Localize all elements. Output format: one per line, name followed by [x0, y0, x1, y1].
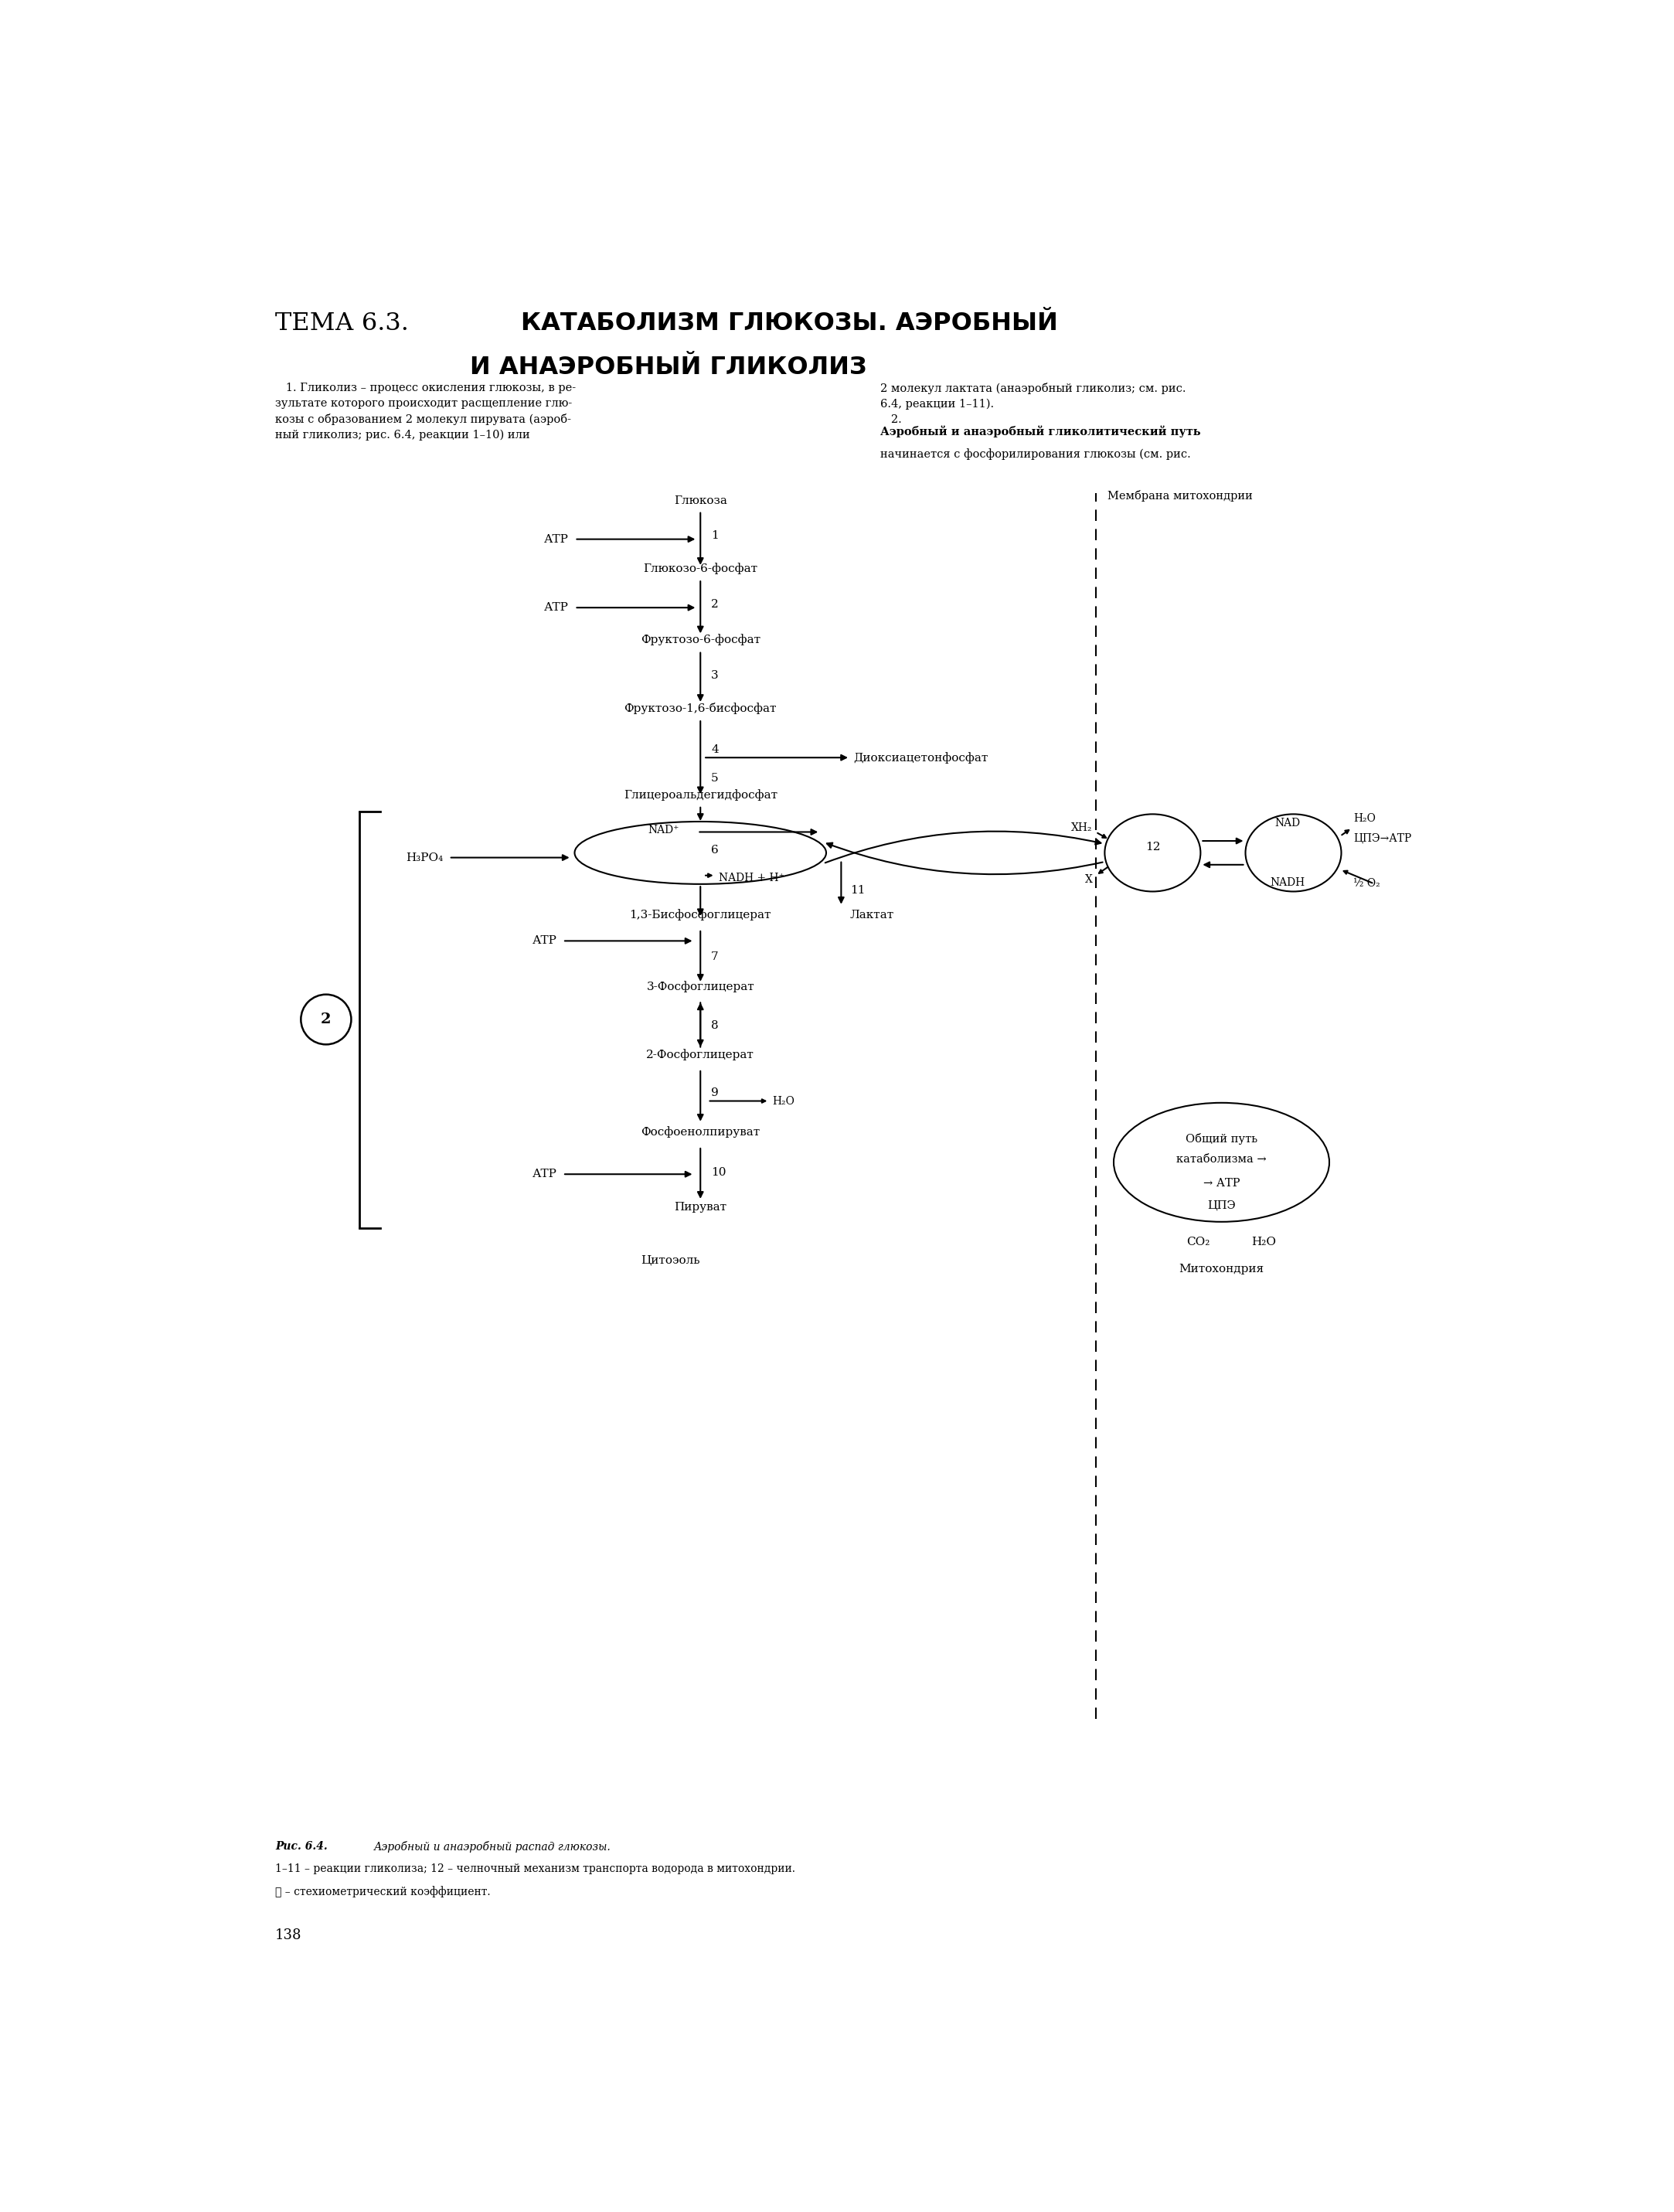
Text: H₂O: H₂O — [772, 1095, 795, 1106]
Text: 2 молекул лактата (анаэробный гликолиз; см. рис.
6.4, реакции 1–11).
   2.: 2 молекул лактата (анаэробный гликолиз; … — [881, 383, 1185, 425]
Text: Лактат: Лактат — [850, 909, 894, 920]
Text: Мембрана митохондрии: Мембрана митохондрии — [1108, 489, 1252, 502]
Text: → АТР: → АТР — [1204, 1177, 1240, 1188]
Text: ЦПЭ→АТР: ЦПЭ→АТР — [1353, 832, 1411, 843]
Text: 11: 11 — [850, 885, 865, 896]
Text: NAD: NAD — [1274, 818, 1301, 830]
Text: Фруктозо-1,6-бисфосфат: Фруктозо-1,6-бисфосфат — [624, 703, 777, 714]
Text: H₂O: H₂O — [1252, 1237, 1276, 1248]
Text: АТР: АТР — [532, 1168, 557, 1179]
Text: 3-Фосфоглицерат: 3-Фосфоглицерат — [646, 980, 755, 993]
Text: 6: 6 — [711, 845, 718, 856]
Text: Пируват: Пируват — [675, 1201, 727, 1212]
Text: Аэробный и анаэробный распад глюкозы.: Аэробный и анаэробный распад глюкозы. — [373, 1840, 611, 1851]
Text: начинается с фосфорилирования глюкозы (см. рис.: начинается с фосфорилирования глюкозы (с… — [881, 449, 1190, 460]
Text: АТР: АТР — [544, 533, 569, 544]
Text: 10: 10 — [711, 1168, 727, 1177]
Text: 5: 5 — [711, 772, 718, 783]
Text: Глюкоза: Глюкоза — [673, 495, 727, 507]
Text: Аэробный и анаэробный гликолитический путь: Аэробный и анаэробный гликолитический пу… — [881, 425, 1200, 438]
Text: NAD⁺: NAD⁺ — [648, 825, 680, 836]
Text: 138: 138 — [275, 1929, 301, 1942]
Text: 1. Гликолиз – процесс окисления глюкозы, в ре-
зультате которого происходит расщ: 1. Гликолиз – процесс окисления глюкозы,… — [275, 383, 576, 440]
Text: 4: 4 — [711, 745, 718, 754]
Text: ② – стехиометрический коэффициент.: ② – стехиометрический коэффициент. — [275, 1887, 490, 1898]
Text: 2: 2 — [711, 599, 718, 611]
Text: Рис. 6.4.: Рис. 6.4. — [275, 1840, 328, 1851]
Text: КАТАБОЛИЗМ ГЛЮКОЗЫ. АЭРОБНЫЙ: КАТАБОЛИЗМ ГЛЮКОЗЫ. АЭРОБНЫЙ — [521, 312, 1058, 336]
Text: NADH + H⁺: NADH + H⁺ — [718, 872, 783, 883]
Text: 12: 12 — [1145, 841, 1160, 852]
Text: Глицероальдегидфосфат: Глицероальдегидфосфат — [623, 790, 777, 801]
Text: XH₂: XH₂ — [1071, 823, 1093, 834]
Text: Общий путь: Общий путь — [1185, 1133, 1257, 1144]
Text: CO₂: CO₂ — [1187, 1237, 1210, 1248]
Text: Диоксиацетонфосфат: Диоксиацетонфосфат — [854, 752, 988, 763]
Text: X: X — [1085, 874, 1093, 885]
Text: 1,3-Бисфосфоглицерат: 1,3-Бисфосфоглицерат — [629, 909, 772, 920]
Text: 1: 1 — [711, 531, 718, 542]
Text: 8: 8 — [711, 1020, 718, 1031]
Text: Глюкозо-6-фосфат: Глюкозо-6-фосфат — [643, 562, 758, 575]
Text: ½ O₂: ½ O₂ — [1353, 878, 1379, 889]
Text: H₂O: H₂O — [1353, 812, 1376, 823]
Text: 1–11 – реакции гликолиза; 12 – челночный механизм транспорта водорода в митохонд: 1–11 – реакции гликолиза; 12 – челночный… — [275, 1863, 795, 1874]
Text: Фосфоенолпируват: Фосфоенолпируват — [641, 1126, 760, 1137]
Text: 3: 3 — [711, 670, 718, 681]
Text: 2: 2 — [321, 1013, 331, 1026]
Text: Фруктозо-6-фосфат: Фруктозо-6-фосфат — [641, 635, 760, 646]
Text: 2-Фосфоглицерат: 2-Фосфоглицерат — [646, 1048, 755, 1060]
Text: ТЕМА 6.3.: ТЕМА 6.3. — [275, 312, 408, 336]
Text: 7: 7 — [711, 951, 718, 962]
Text: NADH: NADH — [1271, 878, 1304, 887]
Text: Цитоэоль: Цитоэоль — [641, 1254, 700, 1265]
Text: H₃PO₄: H₃PO₄ — [405, 852, 444, 863]
Text: АТР: АТР — [544, 602, 569, 613]
Text: И АНАЭРОБНЫЙ ГЛИКОЛИЗ: И АНАЭРОБНЫЙ ГЛИКОЛИЗ — [470, 356, 867, 380]
Text: АТР: АТР — [532, 936, 557, 947]
Text: катаболизма →: катаболизма → — [1177, 1155, 1267, 1166]
Text: Митохондрия: Митохондрия — [1178, 1263, 1264, 1274]
Text: ЦПЭ: ЦПЭ — [1207, 1199, 1235, 1210]
Text: 9: 9 — [711, 1088, 718, 1097]
